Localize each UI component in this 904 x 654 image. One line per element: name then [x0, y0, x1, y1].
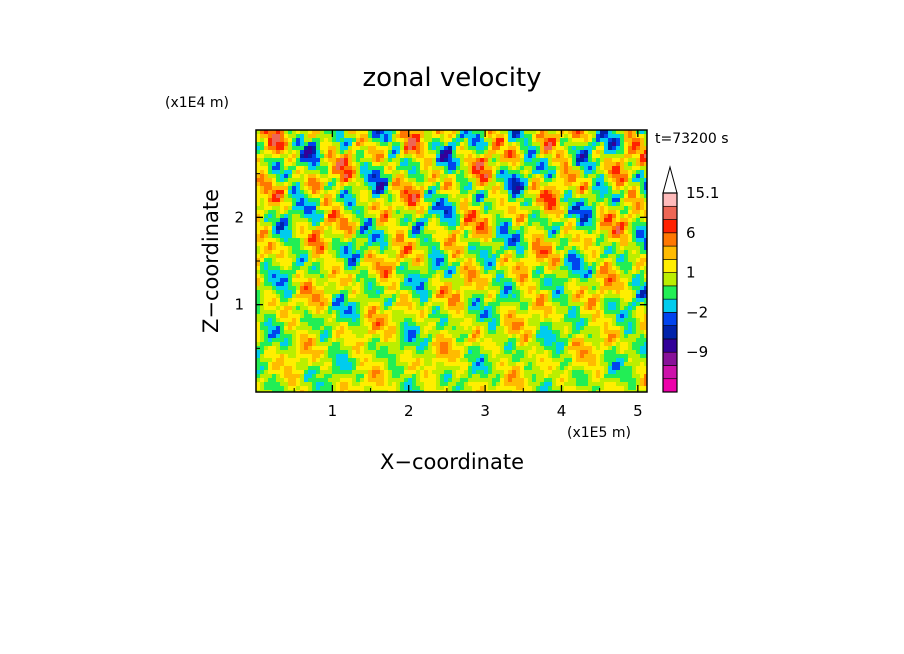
- colorbar-segment: [662, 298, 678, 313]
- x-tick-label: 5: [633, 402, 643, 420]
- x-tick-label: 4: [557, 402, 567, 420]
- contour-field: [256, 130, 647, 392]
- x-tick-label: 1: [328, 402, 338, 420]
- y-tick-label: 2: [234, 208, 244, 226]
- colorbar-segment: [662, 351, 678, 366]
- colorbar-label: −9: [686, 343, 708, 361]
- colorbar-segment: [662, 219, 678, 234]
- x-axis-ticks: 1 2 3 4 5: [293, 130, 643, 420]
- colorbar-segment: [662, 338, 678, 353]
- colorbar-segment: [662, 245, 678, 260]
- x-scale-label: (x1E5 m): [567, 425, 631, 441]
- y-tick-label: 1: [234, 296, 244, 314]
- colorbar-frame: [662, 192, 678, 393]
- colorbar-label: 6: [686, 224, 696, 242]
- chart-title: zonal velocity: [362, 63, 541, 93]
- x-axis-label: X−coordinate: [380, 450, 524, 474]
- colorbar-extend-triangle: [662, 165, 678, 194]
- colorbar-segment: [662, 192, 678, 207]
- colorbar-segment: [662, 232, 678, 247]
- colorbar-label: 15.1: [686, 184, 719, 202]
- colorbar-segment: [662, 378, 678, 393]
- colorbar-segment: [662, 259, 678, 273]
- colorbar: 15.1 6 1 −2 −9: [662, 165, 719, 393]
- colorbar-segment: [662, 325, 678, 340]
- y-scale-label: (x1E4 m): [165, 95, 229, 111]
- colorbar-segment: [662, 312, 678, 326]
- colorbar-label: −2: [686, 303, 708, 321]
- time-label: t=73200 s: [655, 131, 729, 147]
- x-tick-label: 2: [404, 402, 414, 420]
- y-axis-ticks: 12: [234, 173, 647, 349]
- colorbar-segment: [662, 205, 678, 220]
- colorbar-segment: [662, 365, 678, 380]
- x-tick-label: 3: [480, 402, 490, 420]
- colorbar-segment: [662, 285, 678, 300]
- colorbar-label: 1: [686, 264, 696, 282]
- colorbar-segment: [662, 272, 678, 287]
- y-axis-label: Z−coordinate: [199, 189, 223, 333]
